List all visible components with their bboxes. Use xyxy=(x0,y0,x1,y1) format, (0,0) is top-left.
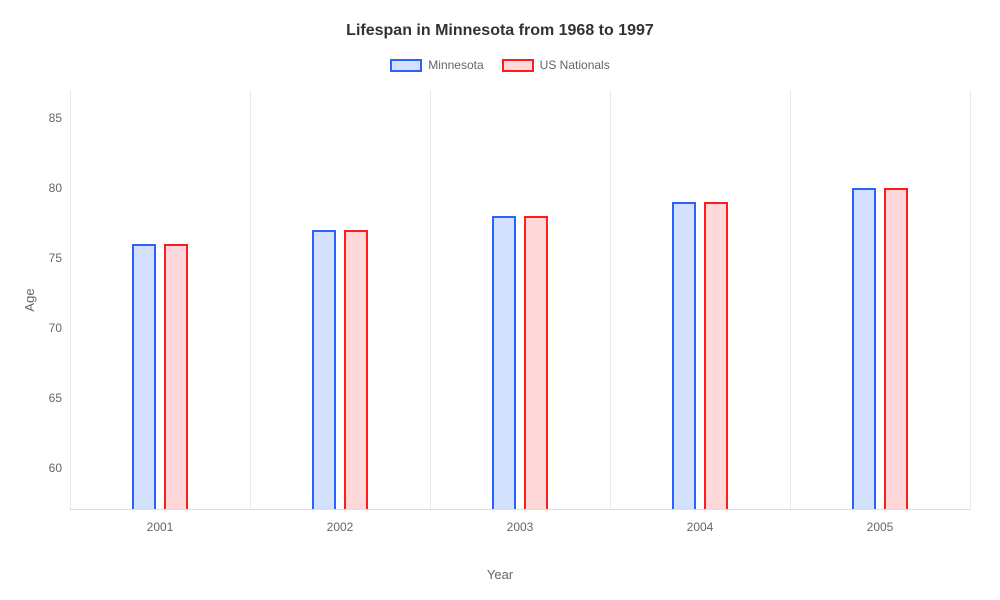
bar[interactable] xyxy=(492,216,516,510)
x-tick-label: 2005 xyxy=(867,520,894,534)
legend-item-minnesota[interactable]: Minnesota xyxy=(390,58,483,72)
gridline-vertical xyxy=(430,90,431,510)
bar[interactable] xyxy=(704,202,728,510)
y-axis-title: Age xyxy=(22,288,37,311)
bar[interactable] xyxy=(524,216,548,510)
legend-item-us-nationals[interactable]: US Nationals xyxy=(502,58,610,72)
bar[interactable] xyxy=(672,202,696,510)
x-tick-label: 2002 xyxy=(327,520,354,534)
gridline-vertical xyxy=(610,90,611,510)
y-tick-label: 65 xyxy=(49,391,62,405)
legend-label-minnesota: Minnesota xyxy=(428,58,483,72)
x-tick-label: 2001 xyxy=(147,520,174,534)
gridline-vertical xyxy=(250,90,251,510)
bar[interactable] xyxy=(884,188,908,510)
plot-area: 60657075808520012002200320042005 xyxy=(70,90,970,510)
gridline-vertical xyxy=(790,90,791,510)
x-axis-line xyxy=(70,509,970,510)
legend-swatch-us-nationals xyxy=(502,59,534,72)
bar[interactable] xyxy=(344,230,368,510)
bar[interactable] xyxy=(164,244,188,510)
x-tick-label: 2003 xyxy=(507,520,534,534)
bar[interactable] xyxy=(132,244,156,510)
y-tick-label: 70 xyxy=(49,321,62,335)
y-tick-label: 60 xyxy=(49,461,62,475)
legend-swatch-minnesota xyxy=(390,59,422,72)
y-tick-label: 80 xyxy=(49,181,62,195)
legend-label-us-nationals: US Nationals xyxy=(540,58,610,72)
y-tick-label: 85 xyxy=(49,111,62,125)
x-tick-label: 2004 xyxy=(687,520,714,534)
y-tick-label: 75 xyxy=(49,251,62,265)
legend: Minnesota US Nationals xyxy=(0,58,1000,72)
gridline-vertical xyxy=(70,90,71,510)
x-axis-title: Year xyxy=(487,567,513,582)
bar[interactable] xyxy=(852,188,876,510)
bar[interactable] xyxy=(312,230,336,510)
chart-title: Lifespan in Minnesota from 1968 to 1997 xyxy=(0,0,1000,40)
gridline-vertical xyxy=(970,90,971,510)
chart-container: Lifespan in Minnesota from 1968 to 1997 … xyxy=(0,0,1000,600)
